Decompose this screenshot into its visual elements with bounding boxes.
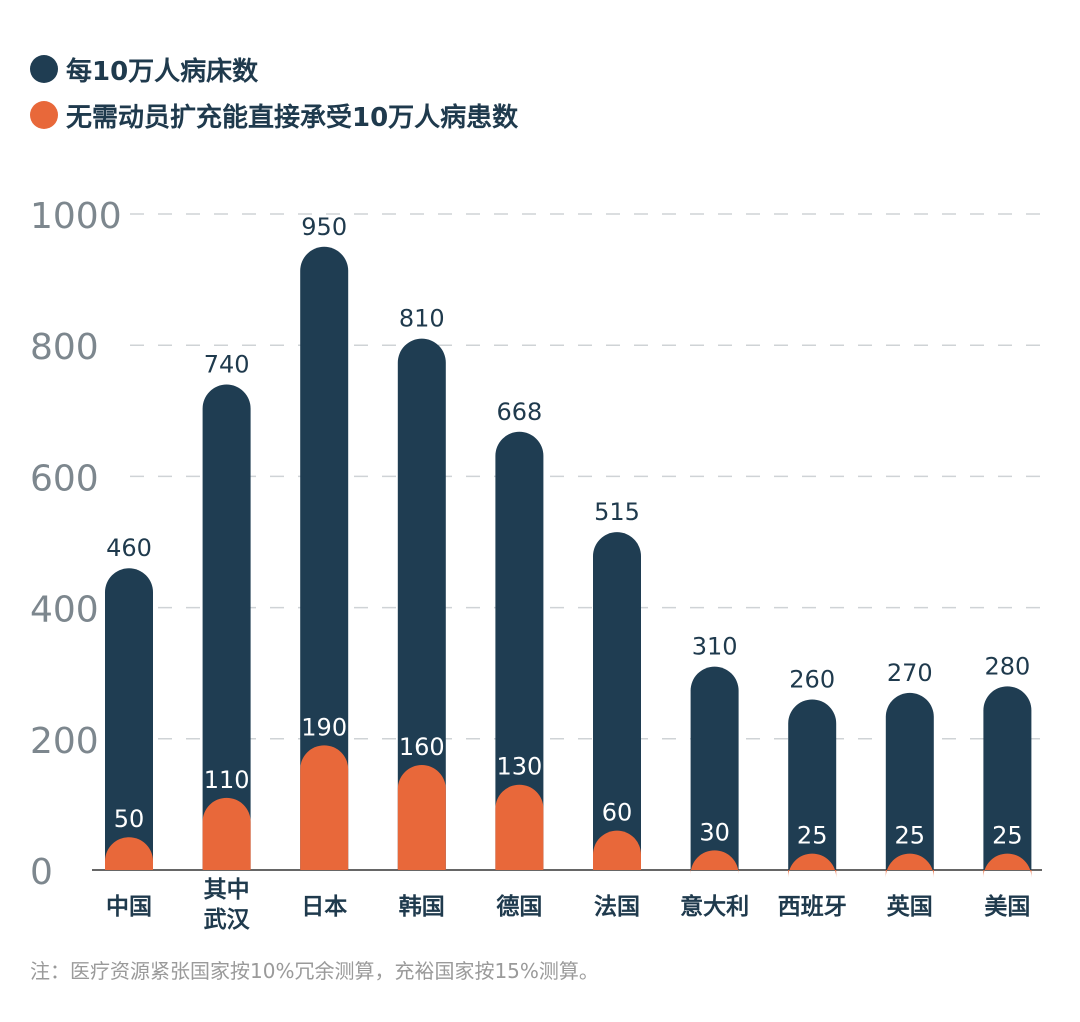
footnote: 注：医疗资源紧张国家按10%冗余测算，充裕国家按15%测算。 (30, 959, 599, 983)
legend-item-patients: 无需动员扩充能直接承受10万人病患数 (30, 92, 518, 138)
bar-patients (885, 853, 934, 878)
x-tick-label: 西班牙 (778, 894, 847, 920)
data-label-patients: 160 (399, 733, 445, 761)
bar-beds (885, 692, 934, 870)
bar-patients (202, 797, 251, 870)
bar-beds (690, 666, 739, 870)
y-tick-label: 200 (30, 721, 99, 762)
y-tick-label: 0 (30, 852, 53, 893)
bar-beds (105, 568, 153, 870)
data-label-patients: 110 (204, 766, 250, 794)
legend-label-beds: 每10万人病床数 (66, 56, 259, 87)
data-label-beds: 950 (301, 213, 347, 241)
bar-patients (788, 853, 837, 878)
x-tick-label: 韩国 (399, 893, 445, 920)
legend-label-patients: 无需动员扩充能直接承受10万人病患数 (66, 102, 519, 133)
data-label-patients: 130 (496, 753, 542, 781)
x-tick-label: 美国 (984, 893, 1030, 920)
legend-item-beds: 每10万人病床数 (30, 46, 518, 92)
legend-dot-beds (30, 55, 58, 83)
x-tick-label: 意大利 (680, 893, 749, 920)
data-label-beds: 515 (594, 498, 640, 526)
data-label-beds: 460 (106, 534, 152, 562)
bar-patients (300, 745, 349, 870)
bar-patients (690, 850, 739, 875)
data-label-beds: 260 (789, 665, 835, 693)
bar-patients (397, 765, 446, 870)
data-label-patients: 190 (301, 713, 347, 741)
x-tick-label: 武汉 (204, 907, 251, 933)
data-label-beds: 810 (399, 305, 445, 333)
bar-patients (593, 830, 641, 870)
y-tick-label: 400 (30, 590, 99, 631)
data-label-beds: 740 (204, 351, 250, 379)
bar-beds (593, 532, 641, 870)
data-label-patients: 50 (114, 805, 145, 833)
bar-patients (495, 784, 544, 870)
legend-dot-patients (30, 101, 58, 129)
bar-beds (495, 431, 544, 870)
y-tick-label: 1000 (30, 196, 122, 237)
data-label-beds: 280 (984, 652, 1030, 680)
bar-beds (788, 699, 837, 870)
y-tick-label: 800 (30, 327, 99, 368)
x-tick-label: 日本 (301, 894, 347, 920)
bar-beds (983, 686, 1032, 870)
x-tick-label: 英国 (887, 893, 933, 920)
x-tick-label: 法国 (594, 894, 640, 920)
data-label-beds: 310 (692, 633, 738, 661)
bar-beds (300, 246, 349, 870)
data-label-patients: 60 (602, 799, 633, 827)
data-label-beds: 270 (887, 659, 933, 687)
x-tick-label: 中国 (106, 894, 152, 920)
x-tick-label: 德国 (496, 893, 542, 920)
data-label-patients: 30 (699, 818, 730, 846)
data-label-patients: 25 (895, 822, 926, 850)
bar-patients (983, 853, 1032, 878)
data-label-patients: 25 (992, 822, 1023, 850)
x-tick-label: 其中 (204, 877, 250, 903)
data-label-patients: 25 (797, 822, 828, 850)
bar-patients (105, 837, 153, 870)
data-label-beds: 668 (496, 398, 542, 426)
legend: 每10万人病床数 无需动员扩充能直接承受10万人病患数 (30, 46, 518, 138)
bar-beds (202, 384, 251, 870)
y-tick-label: 600 (30, 458, 99, 499)
bar-beds (397, 338, 446, 870)
